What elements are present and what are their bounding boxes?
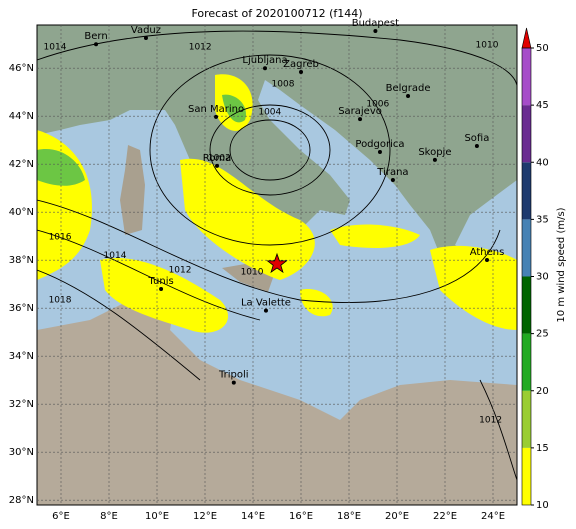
y-tick-label: 38°N [9, 255, 34, 266]
y-tick-label: 28°N [9, 495, 34, 506]
city-dot [474, 143, 479, 148]
city-dot [358, 117, 363, 122]
city-dot [377, 149, 382, 154]
colorbar-extend [521, 27, 532, 49]
city-name: Sofia [464, 133, 489, 144]
isobar-label: 1010 [241, 268, 264, 278]
isobar-label: 1010 [476, 40, 499, 50]
colorbar-tick-label: 30 [536, 272, 549, 283]
city-name: Skopje [418, 147, 451, 158]
colorbar-tick-label: 15 [536, 443, 549, 454]
city-dot [231, 380, 236, 385]
city-name: Vaduz [131, 25, 161, 36]
wind-patches-green [37, 94, 246, 186]
city-dot [263, 308, 268, 313]
city-name: Belgrade [386, 83, 431, 94]
colorbar-tick-label: 50 [536, 43, 549, 54]
city-dot [432, 157, 437, 162]
y-tick-label: 30°N [9, 447, 34, 458]
y-tick-label: 32°N [9, 399, 34, 410]
colorbar-segment [522, 276, 531, 334]
city-name: Budapest [352, 18, 399, 29]
colorbar-segment [522, 105, 531, 163]
map-base [37, 25, 517, 505]
city-name: Tunis [147, 276, 173, 287]
city-name: La Valette [241, 298, 291, 309]
city-name: Tripoli [218, 370, 249, 381]
colorbar-tick-label: 25 [536, 329, 549, 340]
x-tick-label: 22°E [433, 511, 457, 522]
isobars [37, 30, 517, 481]
isobar-label: 1006 [366, 100, 389, 110]
isobar-label: 1018 [49, 296, 72, 306]
city-dot [215, 163, 219, 168]
colorbar-segment [522, 333, 531, 391]
city-dot [94, 42, 99, 47]
isobar-label: 1008 [272, 80, 295, 90]
isobar-label: 1002 [208, 153, 231, 163]
x-tick-label: 16°E [289, 511, 313, 522]
city-dot [390, 178, 395, 183]
city-dot [143, 35, 148, 40]
location-marker [266, 252, 288, 274]
isobar-label: 1014 [44, 43, 67, 53]
y-tick-label: 42°N [9, 159, 34, 170]
city-dot [485, 257, 489, 262]
city-name: Tirana [376, 167, 408, 178]
colorbar-tick-label: 40 [536, 157, 549, 168]
colorbar-label: 10 m wind speed (m/s) [556, 207, 567, 322]
x-tick-label: 24°E [481, 511, 505, 522]
colorbar-tick-label: 45 [536, 100, 549, 111]
city-name: Bern [84, 31, 107, 42]
city-dot [373, 29, 378, 33]
colorbar-segment [522, 390, 531, 448]
y-tick-label: 46°N [9, 63, 34, 74]
x-tick-label: 6°E [52, 511, 70, 522]
colorbar-tick-label: 10 [536, 500, 549, 511]
city-dot [299, 70, 303, 75]
y-tick-label: 36°N [9, 303, 34, 314]
colorbar-tick-label: 35 [536, 214, 549, 225]
x-tick-label: 20°E [385, 511, 409, 522]
x-tick-label: 10°E [145, 511, 169, 522]
city-name: Roma [203, 153, 232, 164]
x-tick-label: 8°E [100, 511, 118, 522]
city-dot [159, 287, 164, 291]
city-dot [263, 66, 267, 71]
x-tick-label: 12°E [193, 511, 217, 522]
city-dot [214, 114, 219, 119]
city-name: Ljubljana [242, 55, 287, 66]
colorbar-tick-label: 20 [536, 386, 549, 397]
colorbar-segment [522, 48, 531, 106]
colorbar-segment [522, 162, 531, 220]
y-tick-label: 34°N [9, 351, 34, 362]
colorbar-segment [522, 447, 531, 505]
isobar-label: 1016 [49, 232, 72, 242]
city-name: Zagreb [283, 59, 319, 70]
city-name: Sarajevo [338, 106, 382, 117]
title: Forecast of 2020100712 (f144) [191, 7, 362, 20]
city-dot [406, 94, 411, 99]
x-tick-label: 18°E [337, 511, 361, 522]
colorbar-segment [522, 219, 531, 277]
y-tick-label: 40°N [9, 207, 34, 218]
x-tick-label: 14°E [241, 511, 265, 522]
y-tick-label: 44°N [9, 111, 34, 122]
isobar-label: 1012 [479, 416, 502, 426]
isobar-label: 1012 [169, 265, 192, 275]
map-frame [36, 24, 518, 506]
isobar-label: 1014 [104, 251, 127, 261]
land-africa [37, 280, 517, 505]
isobar-label: 1012 [189, 43, 212, 53]
city-name: Podgorica [355, 139, 404, 150]
isobar-label: 1004 [258, 107, 281, 117]
city-name: San Marino [188, 104, 244, 115]
city-name: Athens [470, 247, 505, 258]
